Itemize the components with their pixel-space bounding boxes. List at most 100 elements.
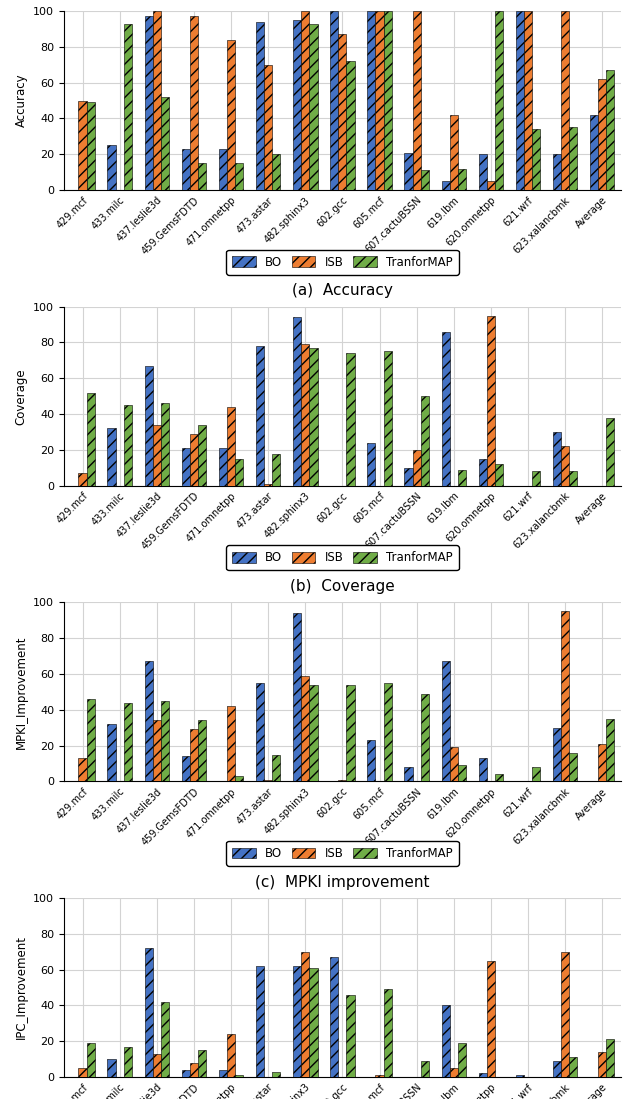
Bar <box>532 767 540 781</box>
Bar <box>182 756 190 781</box>
Bar <box>330 11 339 190</box>
Bar <box>569 127 577 190</box>
Bar <box>293 966 301 1077</box>
Bar <box>256 682 264 781</box>
Bar <box>264 484 272 486</box>
Bar <box>442 181 450 190</box>
Bar <box>590 115 598 190</box>
Bar <box>346 353 355 486</box>
Bar <box>301 11 309 190</box>
Bar <box>108 1059 116 1077</box>
Text: (a)  Accuracy: (a) Accuracy <box>292 284 393 298</box>
Bar <box>256 346 264 486</box>
Bar <box>606 719 614 781</box>
Legend: BO, ISB, TranforMAP: BO, ISB, TranforMAP <box>226 841 459 866</box>
Bar <box>182 448 190 486</box>
Bar <box>516 11 524 190</box>
Bar <box>235 1075 243 1077</box>
Bar <box>383 682 392 781</box>
Bar <box>301 952 309 1077</box>
Y-axis label: MPKI_Improvement: MPKI_Improvement <box>15 635 28 748</box>
Bar <box>293 318 301 486</box>
Bar <box>553 728 561 781</box>
Bar <box>569 753 577 781</box>
Text: (b)  Coverage: (b) Coverage <box>290 579 395 593</box>
Bar <box>516 1075 524 1077</box>
Bar <box>235 164 243 190</box>
Bar <box>190 1063 198 1077</box>
Bar <box>86 392 95 486</box>
Bar <box>124 406 132 486</box>
Bar <box>458 1043 466 1077</box>
Bar <box>108 145 116 190</box>
Bar <box>367 741 376 781</box>
Bar <box>198 425 206 486</box>
Bar <box>569 471 577 486</box>
Y-axis label: Coverage: Coverage <box>15 368 28 424</box>
Bar <box>190 730 198 781</box>
Bar <box>124 23 132 190</box>
Bar <box>235 776 243 781</box>
Bar <box>524 11 532 190</box>
Bar <box>561 11 569 190</box>
Bar <box>487 181 495 190</box>
Bar <box>153 425 161 486</box>
Bar <box>198 721 206 781</box>
Bar <box>420 397 429 486</box>
Bar <box>346 685 355 781</box>
Bar <box>86 699 95 781</box>
Bar <box>606 418 614 486</box>
Bar <box>190 16 198 190</box>
Bar <box>145 16 153 190</box>
Bar <box>182 1069 190 1077</box>
Bar <box>487 961 495 1077</box>
Bar <box>383 989 392 1077</box>
Bar <box>256 22 264 190</box>
Bar <box>339 779 346 781</box>
Bar <box>383 11 392 190</box>
Bar <box>235 459 243 486</box>
Bar <box>479 459 487 486</box>
Bar <box>153 11 161 190</box>
Bar <box>561 952 569 1077</box>
Bar <box>145 366 153 486</box>
Bar <box>479 1074 487 1077</box>
Bar <box>442 1006 450 1077</box>
Bar <box>198 1051 206 1077</box>
Bar <box>553 154 561 190</box>
Bar <box>442 332 450 486</box>
Bar <box>293 20 301 190</box>
Bar <box>598 744 606 781</box>
Legend: BO, ISB, TranforMAP: BO, ISB, TranforMAP <box>226 249 459 275</box>
Bar <box>145 662 153 781</box>
Bar <box>161 97 169 190</box>
Bar <box>487 315 495 486</box>
Bar <box>479 758 487 781</box>
Bar <box>479 154 487 190</box>
Bar <box>376 11 383 190</box>
Bar <box>272 755 280 781</box>
Legend: BO, ISB, TranforMAP: BO, ISB, TranforMAP <box>226 545 459 570</box>
Bar <box>339 34 346 190</box>
Bar <box>413 11 420 190</box>
Bar <box>86 102 95 190</box>
Bar <box>450 115 458 190</box>
Bar <box>367 443 376 486</box>
Bar <box>413 449 420 486</box>
Bar <box>420 693 429 781</box>
Bar <box>219 448 227 486</box>
Bar <box>450 1068 458 1077</box>
Bar <box>495 774 503 781</box>
Text: (c)  MPKI improvement: (c) MPKI improvement <box>255 875 429 889</box>
Bar <box>79 1068 86 1077</box>
Bar <box>376 1075 383 1077</box>
Bar <box>161 403 169 486</box>
Bar <box>569 1057 577 1077</box>
Bar <box>108 724 116 781</box>
Bar <box>79 474 86 486</box>
Bar <box>264 65 272 190</box>
Bar <box>404 468 413 486</box>
Bar <box>272 454 280 486</box>
Bar <box>450 747 458 781</box>
Bar <box>198 164 206 190</box>
